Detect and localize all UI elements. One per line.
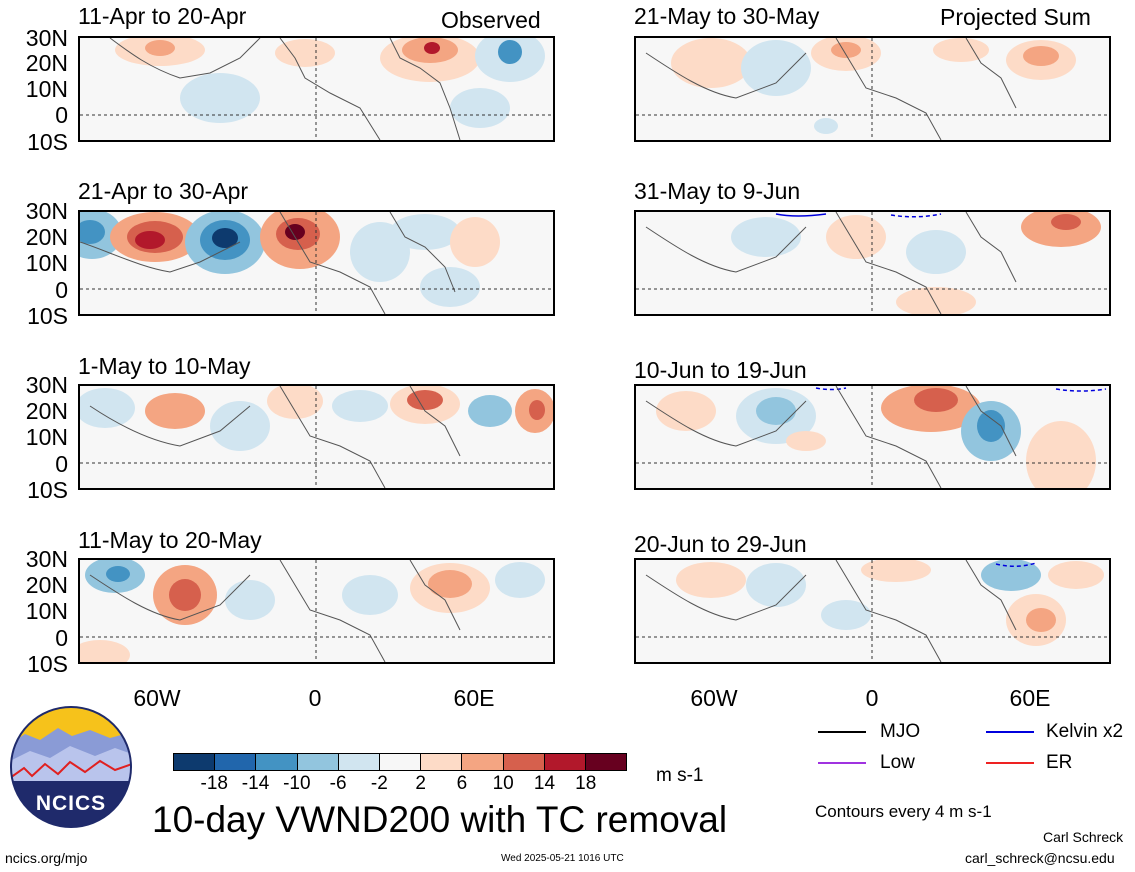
map-panel (634, 558, 1111, 664)
lat-label-20n: 20N (25, 50, 68, 76)
observed-label: Observed (441, 7, 541, 33)
map-panel (78, 210, 555, 316)
colorbar-tick-label: -18 (200, 773, 228, 794)
colorbar-tick-label: 6 (456, 773, 468, 794)
legend-label-er: ER (1046, 752, 1073, 773)
logo-text: NCICS (35, 792, 107, 815)
map-panel (634, 384, 1111, 490)
footer-timestamp: Wed 2025-05-21 1016 UTC (501, 853, 624, 864)
legend-line-mjo (818, 731, 866, 733)
lat-label-eq: 0 (55, 102, 68, 128)
period-label: 20-Jun to 29-Jun (634, 531, 807, 557)
map-panel (78, 384, 555, 490)
legend-label-mjo: MJO (880, 721, 921, 742)
footer-author: Carl Schreck (1043, 829, 1124, 845)
colorbar-tick-label: -14 (241, 773, 270, 794)
period-label: 1-May to 10-May (78, 353, 251, 379)
colorbar-swatch (337, 754, 379, 770)
lat-label-eq: 0 (55, 451, 68, 477)
period-label: 21-May to 30-May (634, 3, 820, 29)
colorbar-swatch (255, 754, 297, 770)
figure-title: 10-day VWND200 with TC removal (152, 799, 728, 840)
period-label: 11-May to 20-May (78, 527, 262, 553)
map-panel (634, 36, 1111, 142)
colorbar-swatch (461, 754, 503, 770)
colorbar-tick-label: -6 (329, 773, 347, 794)
map-panel (78, 558, 555, 664)
lat-label-30n: 30N (25, 25, 68, 51)
ncics-logo: NCICS (10, 706, 132, 828)
lat-label-10s: 10S (27, 129, 68, 155)
lon-label-60e: 60E (1009, 685, 1051, 711)
colorbar-tick-label: -2 (370, 773, 388, 794)
lat-label-20n: 20N (25, 398, 68, 424)
lon-label-60w: 60W (690, 685, 738, 711)
lat-label-20n: 20N (25, 572, 68, 598)
legend-line-er (986, 762, 1034, 764)
legend-line-kelvin (986, 731, 1034, 733)
lat-label-30n: 30N (25, 372, 68, 398)
colorbar-swatch (174, 754, 215, 770)
colorbar-swatch (502, 754, 544, 770)
period-label: 31-May to 9-Jun (634, 178, 801, 204)
legend-label-low: Low (880, 752, 915, 773)
lat-label-eq: 0 (55, 625, 68, 651)
period-label: 11-Apr to 20-Apr (78, 3, 247, 29)
period-label: 10-Jun to 19-Jun (634, 357, 807, 383)
colorbar-tick-label: 10 (492, 773, 514, 794)
lat-label-10s: 10S (27, 303, 68, 329)
colorbar-tick-label: 2 (415, 773, 426, 794)
lat-label-10n: 10N (25, 424, 68, 450)
footer-url[interactable]: ncics.org/mjo (5, 850, 88, 866)
colorbar-units: m s-1 (656, 765, 704, 786)
lat-label-20n: 20N (25, 224, 68, 250)
colorbar-swatch (584, 754, 627, 770)
colorbar (173, 753, 627, 771)
colorbar-tick-label: 18 (575, 773, 597, 794)
colorbar-tick-label: 14 (533, 773, 556, 794)
lat-label-10n: 10N (25, 598, 68, 624)
period-label: 21-Apr to 30-Apr (78, 178, 249, 204)
lat-label-10n: 10N (25, 250, 68, 276)
lon-label-60e: 60E (453, 685, 495, 711)
lat-label-30n: 30N (25, 546, 68, 572)
legend-label-kelvin: Kelvin x2 (1046, 721, 1124, 742)
legend-line-low (818, 762, 866, 764)
lat-label-10n: 10N (25, 76, 68, 102)
lat-label-10s: 10S (27, 651, 68, 677)
lon-label-0: 0 (308, 685, 322, 711)
lon-label-0: 0 (865, 685, 879, 711)
lon-label-60w: 60W (133, 685, 181, 711)
colorbar-swatch (296, 754, 338, 770)
colorbar-swatch (214, 754, 256, 770)
map-panel (78, 36, 555, 142)
contours-note: Contours every 4 m s-1 (815, 802, 992, 821)
colorbar-swatch (543, 754, 585, 770)
lat-label-eq: 0 (55, 277, 68, 303)
colorbar-tick-label: -10 (283, 773, 311, 794)
projected-label: Projected Sum (940, 4, 1091, 30)
map-panel (634, 210, 1111, 316)
lat-label-10s: 10S (27, 477, 68, 503)
lat-label-30n: 30N (25, 198, 68, 224)
footer-email[interactable]: carl_schreck@ncsu.edu (965, 850, 1115, 866)
colorbar-swatch (420, 754, 462, 770)
colorbar-swatch (378, 754, 421, 770)
